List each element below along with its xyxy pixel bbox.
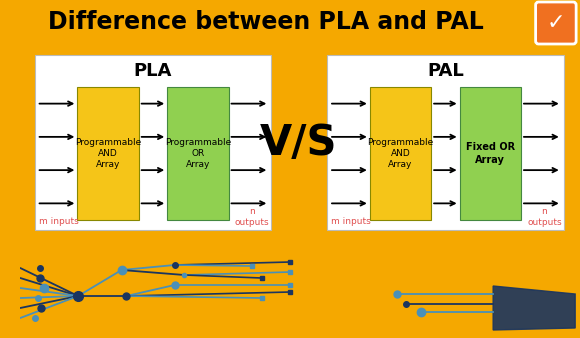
Text: V/S: V/S bbox=[259, 122, 337, 164]
Text: m inputs: m inputs bbox=[331, 217, 371, 226]
FancyBboxPatch shape bbox=[327, 55, 564, 230]
FancyBboxPatch shape bbox=[459, 87, 521, 220]
FancyBboxPatch shape bbox=[35, 55, 271, 230]
Text: Programmable
AND
Array: Programmable AND Array bbox=[75, 138, 141, 169]
Text: n
outputs: n outputs bbox=[527, 207, 561, 227]
Text: ✓: ✓ bbox=[546, 13, 565, 33]
FancyBboxPatch shape bbox=[369, 87, 431, 220]
Text: PAL: PAL bbox=[427, 62, 464, 80]
Text: Difference between PLA and PAL: Difference between PLA and PAL bbox=[49, 10, 484, 34]
Text: n
outputs: n outputs bbox=[235, 207, 269, 227]
Text: PLA: PLA bbox=[134, 62, 172, 80]
Text: Programmable
OR
Array: Programmable OR Array bbox=[165, 138, 231, 169]
Text: Fixed OR
Array: Fixed OR Array bbox=[466, 142, 515, 165]
Text: Programmable
AND
Array: Programmable AND Array bbox=[367, 138, 434, 169]
FancyBboxPatch shape bbox=[167, 87, 229, 220]
Text: m inputs: m inputs bbox=[39, 217, 78, 226]
FancyBboxPatch shape bbox=[77, 87, 139, 220]
FancyBboxPatch shape bbox=[535, 2, 576, 44]
Polygon shape bbox=[493, 286, 575, 330]
